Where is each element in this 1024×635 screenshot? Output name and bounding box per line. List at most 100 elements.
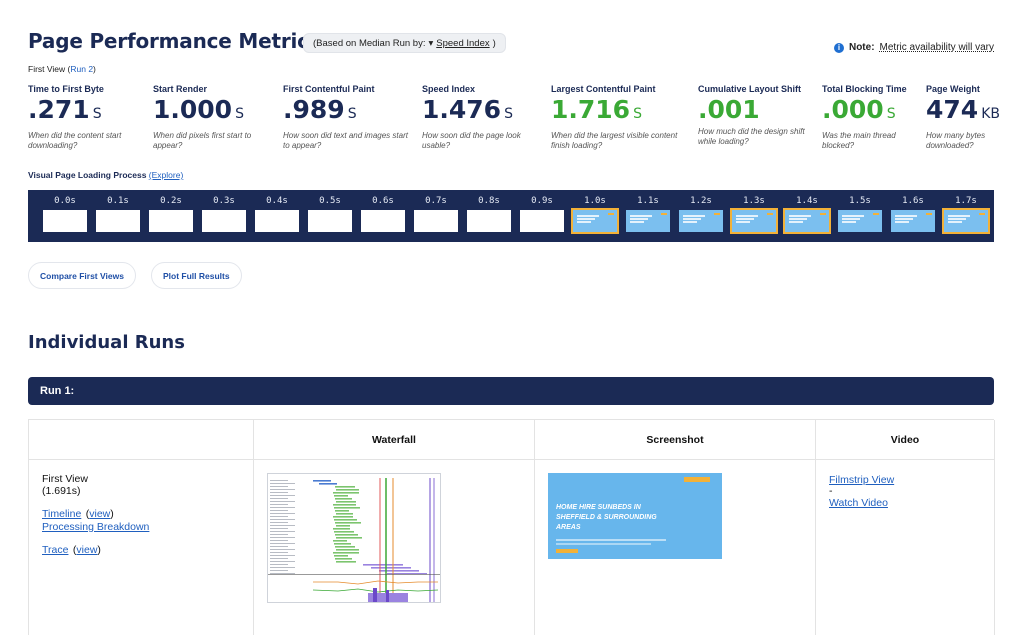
frame-thumbnail <box>202 210 246 232</box>
frame-thumbnail <box>96 210 140 232</box>
frame-thumbnail <box>783 208 831 234</box>
median-selected-metric[interactable]: Speed Index <box>436 37 490 49</box>
runs-table: Waterfall Screenshot Video First View (1… <box>28 419 995 635</box>
metric-note: i Note: Metric availability will vary <box>833 42 994 53</box>
screenshot-subtext <box>556 539 666 541</box>
filmstrip-frame[interactable]: 1.2s <box>676 190 726 242</box>
run-2-link[interactable]: Run 2 <box>70 64 94 74</box>
first-view-time: (1.691s) <box>42 485 81 497</box>
processing-breakdown-link[interactable]: Processing Breakdown <box>42 521 150 533</box>
frame-time-label: 0.8s <box>478 196 500 206</box>
timeline-link[interactable]: Timeline <box>42 508 82 520</box>
filmstrip-frame[interactable]: 0.5s <box>305 190 355 242</box>
plot-full-results-button[interactable]: Plot Full Results <box>151 262 242 289</box>
explore-link[interactable]: (Explore) <box>148 170 184 180</box>
filmstrip-frame[interactable]: 1.6s <box>888 190 938 242</box>
metric-ttfb: Time to First Byte .271 S When did the co… <box>28 84 143 151</box>
metric-label: Time to First Byte <box>28 84 104 94</box>
filmstrip-frame[interactable]: 0.2s <box>146 190 196 242</box>
frame-time-label: 1.7s <box>955 196 977 206</box>
filmstrip-frame[interactable]: 0.8s <box>464 190 514 242</box>
metric-description: How soon did text and images start to ap… <box>283 131 408 150</box>
metric-value: 1.716 S <box>551 95 642 124</box>
column-header-video: Video <box>816 420 995 460</box>
visual-loading-heading: Visual Page Loading Process (Explore) <box>28 170 183 180</box>
frame-time-label: 0.0s <box>54 196 76 206</box>
trace-link[interactable]: Trace <box>42 544 69 556</box>
filmstrip-frame[interactable]: 1.4s <box>782 190 832 242</box>
filmstrip-view-link[interactable]: Filmstrip View <box>829 474 895 486</box>
frame-time-label: 1.3s <box>743 196 765 206</box>
median-run-selector[interactable]: (Based on Median Run by: ▾ Speed Index ) <box>303 33 506 53</box>
page-screenshot[interactable]: HOME HIRE SUNBEDS IN SHEFFIELD & SURROUN… <box>548 473 722 559</box>
timeline-view-link[interactable]: view <box>89 508 111 520</box>
filmstrip-frame[interactable]: 0.0s <box>40 190 90 242</box>
frame-time-label: 0.5s <box>319 196 341 206</box>
paren-open: ( <box>72 544 77 556</box>
frame-thumbnail <box>571 208 619 234</box>
waterfall-thumbnail[interactable] <box>267 473 441 603</box>
frame-time-label: 0.1s <box>107 196 129 206</box>
metric-description: How much did the design shift while load… <box>698 127 805 146</box>
column-header-waterfall: Waterfall <box>254 420 535 460</box>
run-1-header: Run 1: <box>28 377 994 405</box>
individual-runs-heading: Individual Runs <box>28 332 185 353</box>
frame-thumbnail <box>43 210 87 232</box>
metric-cls: Cumulative Layout Shift .001 How much di… <box>698 84 816 147</box>
metric-description: When did the content start downloading? <box>28 131 122 150</box>
metric-value: .001 <box>698 95 760 124</box>
frame-thumbnail <box>308 210 352 232</box>
frame-time-label: 1.6s <box>902 196 924 206</box>
filmstrip-frame[interactable]: 1.7s <box>941 190 991 242</box>
filmstrip-frame[interactable]: 0.9s <box>517 190 567 242</box>
chevron-down-icon: ▾ <box>428 37 434 49</box>
first-view-close: ) <box>93 64 96 74</box>
metric-fcp: First Contentful Paint .989 S How soon di… <box>283 84 411 151</box>
note-text[interactable]: Metric availability will vary <box>879 42 994 53</box>
median-prefix: (Based on Median Run by: <box>313 37 426 49</box>
filmstrip-frame[interactable]: 0.6s <box>358 190 408 242</box>
note-label: Note: <box>848 42 875 53</box>
filmstrip-frame[interactable]: 0.7s <box>411 190 461 242</box>
filmstrip-frame[interactable]: 0.1s <box>93 190 143 242</box>
metric-tbt: Total Blocking Time .000 S Was the main t… <box>822 84 922 151</box>
metric-speed-index: Speed Index 1.476 S How soon did the page… <box>422 84 542 151</box>
metric-description: When did pixels first start to appear? <box>153 131 252 150</box>
filmstrip-frame[interactable]: 1.1s <box>623 190 673 242</box>
frame-time-label: 0.7s <box>425 196 447 206</box>
metric-label: Page Weight <box>926 84 980 94</box>
metric-value: 1.476 S <box>422 95 513 124</box>
frame-thumbnail <box>891 210 935 232</box>
screenshot-top-button <box>684 477 710 482</box>
filmstrip-frame[interactable]: 1.5s <box>835 190 885 242</box>
frame-thumbnail <box>626 210 670 232</box>
filmstrip-frame[interactable]: 1.0s <box>570 190 620 242</box>
visual-loading-label: Visual Page Loading Process <box>28 170 147 180</box>
watch-video-link[interactable]: Watch Video <box>829 497 888 509</box>
metric-start-render: Start Render 1.000 S When did pixels firs… <box>153 84 273 151</box>
metric-value: .989 S <box>283 95 357 124</box>
metric-description: Was the main thread blocked? <box>822 131 896 150</box>
metric-label: Speed Index <box>422 84 476 94</box>
filmstrip: 0.0s 0.1s 0.2s 0.3s 0.4s 0.5s 0.6s 0.7s 0.8s 0.9s… <box>28 190 994 242</box>
filmstrip-frame[interactable]: 0.4s <box>252 190 302 242</box>
filmstrip-frame[interactable]: 0.3s <box>199 190 249 242</box>
metric-value: .271 S <box>28 95 102 124</box>
frame-thumbnail <box>149 210 193 232</box>
frame-thumbnail <box>361 210 405 232</box>
compare-first-views-button[interactable]: Compare First Views <box>28 262 136 289</box>
metric-label: Total Blocking Time <box>822 84 907 94</box>
frame-thumbnail <box>679 210 723 232</box>
metric-value: 474 KB <box>926 95 1000 124</box>
trace-view-link[interactable]: view <box>76 544 98 556</box>
frame-time-label: 1.0s <box>584 196 606 206</box>
frame-time-label: 1.1s <box>637 196 659 206</box>
waterfall-chart-image <box>268 478 440 602</box>
frame-time-label: 1.5s <box>849 196 871 206</box>
frame-time-label: 1.2s <box>690 196 712 206</box>
metric-label: First Contentful Paint <box>283 84 375 94</box>
filmstrip-frame[interactable]: 1.3s <box>729 190 779 242</box>
frame-time-label: 0.9s <box>531 196 553 206</box>
first-view-text: First View ( <box>28 64 71 74</box>
column-header-screenshot: Screenshot <box>535 420 816 460</box>
